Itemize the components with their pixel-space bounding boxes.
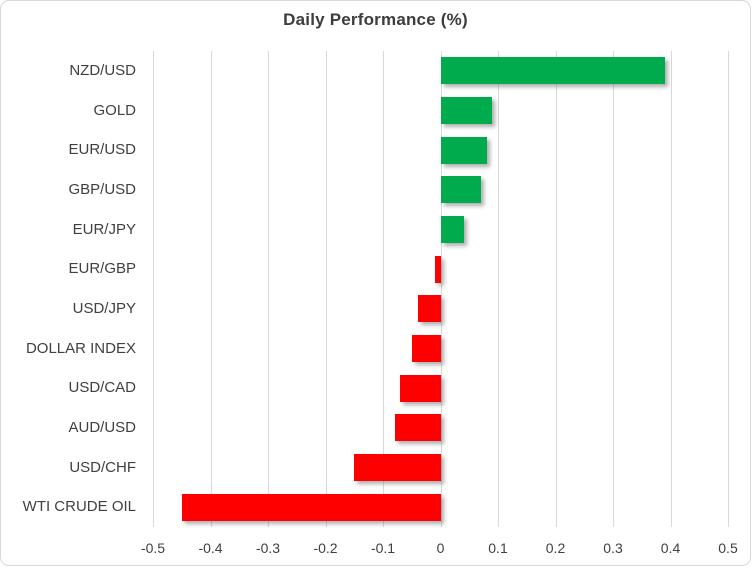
gridline: [613, 51, 614, 527]
x-tick-label: -0.4: [198, 540, 223, 556]
chart-title: Daily Performance (%): [283, 10, 468, 29]
bar-dollar-index: [411, 335, 441, 362]
category-axis: NZD/USD GOLD EUR/USD GBP/USD EUR/JPY EUR/GBP U…: [1, 51, 136, 527]
gridline: [153, 51, 154, 527]
gridline: [210, 51, 212, 527]
category-label-wti-crude-oil: WTI CRUDE OIL: [22, 498, 136, 516]
category-label-usd-chf: USD/CHF: [69, 458, 136, 476]
category-label-eur-usd: EUR/USD: [68, 141, 136, 159]
x-tick-label: 0: [436, 540, 445, 556]
x-tick-label: 0.1: [488, 540, 508, 556]
x-tick-label: -0.2: [313, 540, 338, 556]
bar-gbp-usd: [440, 176, 481, 204]
x-tick-label: -0.3: [255, 540, 281, 556]
bar-eur-gbp: [434, 255, 441, 283]
gridline: [555, 51, 557, 527]
category-label-eur-gbp: EUR/GBP: [68, 260, 136, 278]
plot-area: [153, 51, 729, 527]
category-label-aud-usd: AUD/USD: [68, 418, 136, 436]
category-label-usd-jpy: USD/JPY: [72, 299, 136, 317]
gridline: [498, 51, 499, 527]
category-label-gold: GOLD: [93, 101, 136, 119]
category-label-gbp-usd: GBP/USD: [68, 180, 136, 198]
bar-wti-crude-oil: [181, 493, 441, 521]
bar-aud-usd: [394, 414, 441, 442]
category-label-nzd-usd: NZD/USD: [69, 61, 136, 79]
gridline: [728, 51, 729, 527]
bar-eur-usd: [440, 136, 487, 164]
category-label-usd-cad: USD/CAD: [68, 379, 136, 397]
gridline: [383, 51, 384, 527]
bar-usd-chf: [354, 454, 441, 481]
gridline: [440, 51, 442, 527]
x-tick-label: 0.3: [603, 540, 623, 556]
x-tick-label: -0.1: [370, 540, 396, 556]
gridline: [670, 51, 672, 527]
gridline: [325, 51, 327, 527]
x-tick-label: 0.4: [660, 540, 681, 556]
value-axis: -0.5 -0.4 -0.3 -0.2 -0.1 0 0.1 0.2 0.3 0.4 0.5: [1, 538, 750, 560]
bar-usd-cad: [400, 374, 441, 402]
bar-nzd-usd: [440, 57, 665, 85]
category-label-eur-jpy: EUR/JPY: [72, 220, 136, 238]
category-label-dollar-index: DOLLAR INDEX: [25, 339, 136, 357]
gridline: [268, 51, 269, 527]
x-tick-label: -0.5: [140, 540, 166, 556]
x-tick-label: 0.2: [545, 540, 566, 556]
x-tick-label: 0.5: [718, 540, 738, 556]
bar-usd-jpy: [417, 295, 441, 323]
bar-eur-jpy: [440, 216, 464, 243]
bar-gold: [440, 97, 493, 124]
